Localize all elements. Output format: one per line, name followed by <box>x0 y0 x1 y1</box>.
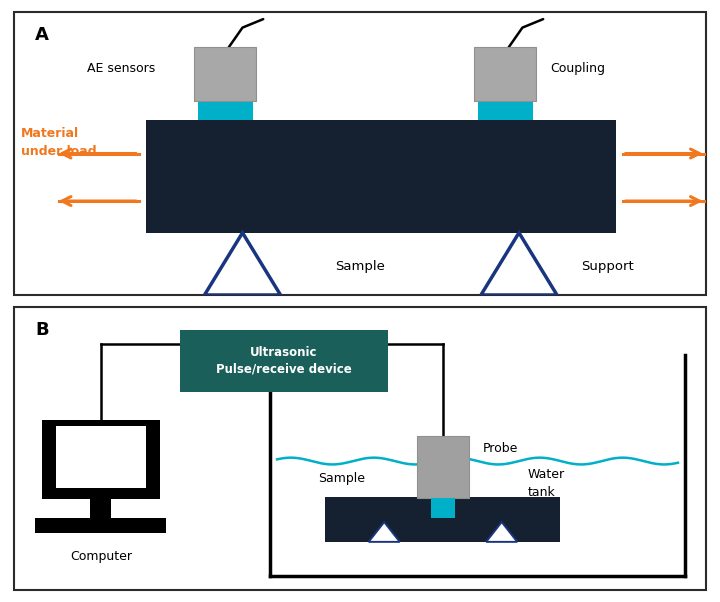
FancyBboxPatch shape <box>194 48 256 101</box>
FancyBboxPatch shape <box>14 307 706 590</box>
FancyBboxPatch shape <box>325 497 560 542</box>
Text: B: B <box>35 321 49 339</box>
Polygon shape <box>481 233 557 295</box>
Polygon shape <box>486 522 517 542</box>
FancyBboxPatch shape <box>197 101 253 120</box>
FancyBboxPatch shape <box>417 436 469 498</box>
Polygon shape <box>369 522 400 542</box>
FancyBboxPatch shape <box>145 120 616 233</box>
FancyBboxPatch shape <box>180 330 387 392</box>
Text: Coupling: Coupling <box>550 62 605 75</box>
Text: Probe: Probe <box>482 442 518 455</box>
FancyBboxPatch shape <box>56 426 145 488</box>
Text: A: A <box>35 26 49 44</box>
FancyBboxPatch shape <box>14 12 706 295</box>
Text: Computer: Computer <box>70 550 132 563</box>
FancyBboxPatch shape <box>477 101 533 120</box>
Text: Support: Support <box>581 260 634 273</box>
Text: Material
under load: Material under load <box>22 126 97 158</box>
Text: Sample: Sample <box>318 473 366 485</box>
FancyBboxPatch shape <box>35 518 166 533</box>
FancyBboxPatch shape <box>42 420 160 500</box>
Text: AE sensors: AE sensors <box>87 62 156 75</box>
Text: Sample: Sample <box>335 260 385 273</box>
FancyBboxPatch shape <box>474 48 536 101</box>
FancyBboxPatch shape <box>431 498 455 518</box>
Text: Ultrasonic
Pulse/receive device: Ultrasonic Pulse/receive device <box>216 346 352 376</box>
FancyBboxPatch shape <box>91 500 111 519</box>
Polygon shape <box>204 233 281 295</box>
Text: Water
tank: Water tank <box>527 468 564 499</box>
